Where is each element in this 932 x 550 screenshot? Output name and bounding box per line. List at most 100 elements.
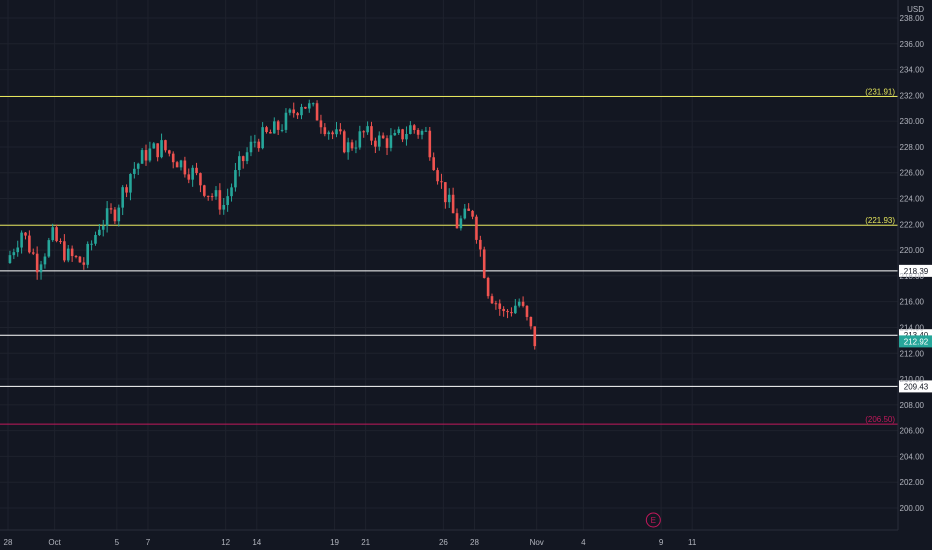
candle-up xyxy=(261,127,264,149)
price-tick-label: 216.00 xyxy=(900,298,925,307)
candle-down xyxy=(428,130,432,158)
candle-down xyxy=(467,208,470,211)
candle-up xyxy=(39,264,43,273)
candle-up xyxy=(459,218,463,229)
candle-up xyxy=(420,131,424,135)
price-tick-label: 214.00 xyxy=(900,323,925,332)
candle-up xyxy=(160,140,163,158)
price-tick-label: 232.00 xyxy=(900,91,925,100)
candle-down xyxy=(471,210,474,217)
candle-up xyxy=(101,225,105,230)
candle-down xyxy=(70,248,74,257)
candle-down xyxy=(28,235,31,253)
candle-down xyxy=(206,195,210,197)
level-label: 209.43 xyxy=(904,382,929,391)
price-tick-label: 200.00 xyxy=(900,504,925,513)
grid xyxy=(0,0,898,530)
candle-down xyxy=(257,141,261,149)
candle-up xyxy=(245,152,249,162)
candle-down xyxy=(475,216,478,240)
candle-down xyxy=(342,131,346,153)
candle-down xyxy=(82,262,86,265)
candle-down xyxy=(486,277,490,297)
time-axis[interactable]: 28 Oct 5 7 12 14 19 21 26 28 Nov 4 9 11 xyxy=(4,538,697,547)
candle-down xyxy=(444,182,447,203)
price-tick-label: 210.00 xyxy=(900,375,925,384)
candle-up xyxy=(272,121,276,134)
level-label: (231.91) xyxy=(865,88,895,97)
candle-down xyxy=(529,316,533,327)
candle-up xyxy=(409,125,412,134)
earnings-label: E xyxy=(651,516,656,525)
candle-down xyxy=(304,106,307,109)
candle-down xyxy=(210,196,214,198)
time-tick-label: 11 xyxy=(688,538,697,547)
candle-down xyxy=(269,132,272,134)
candle-up xyxy=(249,141,253,153)
candle-up xyxy=(16,247,20,253)
candle-up xyxy=(226,196,229,205)
candle-down xyxy=(296,113,299,116)
candle-down xyxy=(370,126,373,141)
candle-down xyxy=(113,209,117,222)
candle-up xyxy=(12,252,16,256)
candle-up xyxy=(51,227,55,241)
time-tick-label: 28 xyxy=(4,538,13,547)
candle-up xyxy=(133,168,136,174)
time-tick-label: 4 xyxy=(581,538,586,547)
candle-down xyxy=(533,326,537,347)
candle-up xyxy=(94,235,97,244)
price-tick-label: 206.00 xyxy=(900,427,925,436)
candle-down xyxy=(31,252,35,254)
candle-up xyxy=(214,190,218,197)
candle-up xyxy=(8,255,12,263)
last-price-box xyxy=(899,335,932,348)
candle-up xyxy=(234,170,237,188)
candle-down xyxy=(525,305,529,317)
candle-down xyxy=(506,311,509,313)
candle-down xyxy=(319,120,323,128)
candle-down xyxy=(315,103,319,121)
earnings-marker[interactable]: E xyxy=(645,512,661,528)
candle-down xyxy=(265,127,268,133)
candle-down xyxy=(156,143,159,158)
candle-down xyxy=(510,312,513,314)
price-tick-label: 226.00 xyxy=(900,169,925,178)
time-tick-label: 12 xyxy=(221,538,230,547)
candle-down xyxy=(74,256,78,258)
candle-up xyxy=(117,207,121,222)
candle-down xyxy=(241,156,245,162)
candle-down xyxy=(451,194,455,214)
candle-down xyxy=(276,121,280,130)
candle-down xyxy=(292,109,296,114)
price-tick-label: 222.00 xyxy=(900,220,925,229)
candle-up xyxy=(136,163,140,169)
candle-up xyxy=(222,204,226,210)
earnings-circle xyxy=(645,512,661,528)
candle-up xyxy=(47,240,51,257)
candle-down xyxy=(455,213,459,229)
price-tick-label: 238.00 xyxy=(900,14,925,23)
candle-down xyxy=(35,253,39,273)
candle-down xyxy=(401,129,404,140)
level-label: (206.50) xyxy=(865,415,895,424)
candle-down xyxy=(331,132,334,135)
candle-up xyxy=(447,194,451,203)
candle-down xyxy=(440,181,443,183)
candle-down xyxy=(432,157,435,171)
candle-up xyxy=(129,173,132,193)
candle-up xyxy=(327,132,331,135)
time-tick-label: 19 xyxy=(330,538,339,547)
candle-up xyxy=(230,187,233,197)
price-tick-label: 212.00 xyxy=(900,349,925,358)
candle-up xyxy=(179,160,183,168)
candle-down xyxy=(195,167,198,174)
candle-up xyxy=(514,305,517,314)
price-axis[interactable]: 238.00 236.00 234.00 232.00 230.00 228.00 226.… xyxy=(900,14,925,513)
candle-up xyxy=(405,133,408,140)
candle-down xyxy=(482,249,486,278)
candle-down xyxy=(350,142,354,149)
candle-down xyxy=(125,187,128,193)
candle-down xyxy=(502,308,505,312)
